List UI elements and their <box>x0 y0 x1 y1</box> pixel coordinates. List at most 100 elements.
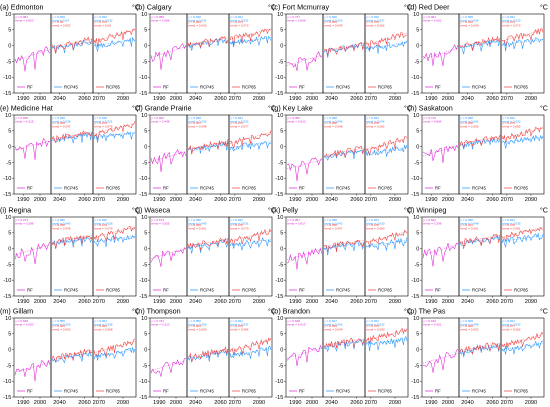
stat-far45: y = 0.022 <box>502 116 515 120</box>
stat-far85: trend = 0.073 <box>230 24 249 28</box>
x-tick-label: 1990 <box>289 400 301 406</box>
stat-far45: trend = 0.032 <box>230 120 249 124</box>
series-rf <box>150 149 187 172</box>
stat-rf: trend = 0.448 <box>151 120 170 124</box>
trend-line-rf <box>150 151 187 162</box>
stat-rf: trend = 0.838 <box>287 19 306 23</box>
trend-line-rcp45 <box>501 39 544 45</box>
trend-line-rcp45 <box>501 136 544 143</box>
panel-11: (l) Winnipeg °C -15 -10 -5 0 5 10 1990 2000 2040 20… <box>408 206 548 306</box>
legend-label: RCP45 <box>472 288 486 293</box>
panel-title: (h) Saskatoon <box>408 104 453 113</box>
series-rcp45 <box>459 234 501 246</box>
plot-frame <box>421 216 460 297</box>
stat-far85: y = 0.074 <box>502 20 515 24</box>
x-tick-label: 2040 <box>325 400 337 406</box>
y-tick-label: 5 <box>8 332 11 338</box>
legend-label: RF <box>27 288 33 293</box>
legend-label: RCP85 <box>106 288 120 293</box>
trend-line-rcp45 <box>365 338 408 345</box>
y-tick-label: -15 <box>139 294 147 300</box>
stat-near85: trend = 0.048 <box>324 125 343 129</box>
unit-label: °C <box>268 307 276 316</box>
panel-5: (f) Grande Prairie °C -15 -10 -5 0 5 10 1990 2000… <box>136 104 276 204</box>
stat-near45: trend = 0.031 <box>188 19 207 23</box>
legend-label: RF <box>299 186 305 191</box>
stat-far45: y = 0.022 <box>502 15 515 19</box>
x-tick-label: 2070 <box>229 96 241 102</box>
stat-far85: trend = 0.073 <box>502 24 521 28</box>
series-rcp85 <box>93 338 136 358</box>
series-rcp85 <box>229 337 272 356</box>
stat-near45: trend = 0.043 <box>324 120 343 124</box>
stat-far45: y = 0.021 <box>366 116 379 120</box>
stat-far45: trend = 0.038 <box>94 323 113 327</box>
trend-line-rcp85 <box>93 123 136 135</box>
x-tick-label: 2060 <box>78 96 90 102</box>
plot-frame <box>13 317 52 398</box>
stat-near45: y = 0.048 <box>460 218 473 222</box>
unit-label: °C <box>268 206 276 215</box>
series-rcp85 <box>501 331 544 349</box>
series-rcp45 <box>93 36 136 53</box>
stat-near85: y = 0.059 <box>188 223 201 227</box>
series-rcp85 <box>459 233 501 250</box>
y-tick-label: -5 <box>142 59 147 65</box>
legend-label: RF <box>27 85 33 90</box>
series-rcp45 <box>323 42 365 58</box>
stat-far45: trend = 0.031 <box>230 222 249 226</box>
stat-near45: trend = 0.052 <box>188 323 207 327</box>
stat-rf: y = 0.056 <box>151 15 164 19</box>
stat-rf: y = 0.628 <box>15 319 28 323</box>
trend-line-rcp45 <box>229 141 272 148</box>
x-tick-label: 2040 <box>325 197 337 203</box>
stat-far85: trend = 0.079 <box>230 227 249 231</box>
stat-far45: y = 0.021 <box>230 15 243 19</box>
unit-label: °C <box>540 206 548 215</box>
stat-far85: y = 0.074 <box>94 121 107 125</box>
legend-label: RCP45 <box>64 389 78 394</box>
x-tick-label: 2040 <box>325 299 337 305</box>
trend-line-rf <box>422 145 459 157</box>
plot-frame <box>364 13 409 94</box>
series-rcp45 <box>365 40 408 54</box>
stat-near85: y = 0.058 <box>324 121 337 125</box>
unit-label: °C <box>540 3 548 12</box>
x-tick-label: 2040 <box>189 96 201 102</box>
legend-label: RF <box>435 85 441 90</box>
x-tick-label: 2070 <box>93 400 105 406</box>
y-tick-label: -15 <box>411 192 419 198</box>
series-rcp85 <box>187 346 229 363</box>
y-tick-label: -10 <box>275 75 283 81</box>
trend-line-rf <box>422 47 459 60</box>
stat-near45: trend = 0.046 <box>460 222 479 226</box>
x-tick-label: 2040 <box>461 299 473 305</box>
series-rcp45 <box>229 35 272 48</box>
stat-rf: trend = 0.301 <box>423 323 442 327</box>
stat-near85: trend = 0.059 <box>188 328 207 332</box>
series-rcp45 <box>51 236 93 249</box>
stat-far45: y = 0.021 <box>366 218 379 222</box>
y-tick-label: -10 <box>3 379 11 385</box>
series-rcp45 <box>501 134 544 149</box>
y-tick-label: 0 <box>416 145 419 151</box>
x-tick-label: 2060 <box>350 400 362 406</box>
stat-far45: y = 0.022 <box>94 15 107 19</box>
unit-label: °C <box>268 3 276 12</box>
y-tick-label: 10 <box>413 215 419 221</box>
panel-8: (i) Regina °C -15 -10 -5 0 5 10 1990 2000 2040 2060… <box>0 206 140 306</box>
stat-far85: trend = 0.077 <box>230 125 249 129</box>
y-tick-label: 10 <box>277 215 283 221</box>
stat-near45: trend = 0.045 <box>188 222 207 226</box>
panel-title: (k) Pelly <box>272 206 298 215</box>
plot-frame <box>364 114 409 195</box>
series-rcp85 <box>93 28 136 48</box>
legend-label: RCP45 <box>200 288 214 293</box>
x-tick-label: 2090 <box>117 197 129 203</box>
stat-near85: y = 0.057 <box>188 121 201 125</box>
series-rf <box>286 51 323 71</box>
series-rcp45 <box>365 144 408 157</box>
unit-label: °C <box>132 104 140 113</box>
y-tick-label: 10 <box>5 316 11 322</box>
stat-far85: y = 0.077 <box>502 324 515 328</box>
